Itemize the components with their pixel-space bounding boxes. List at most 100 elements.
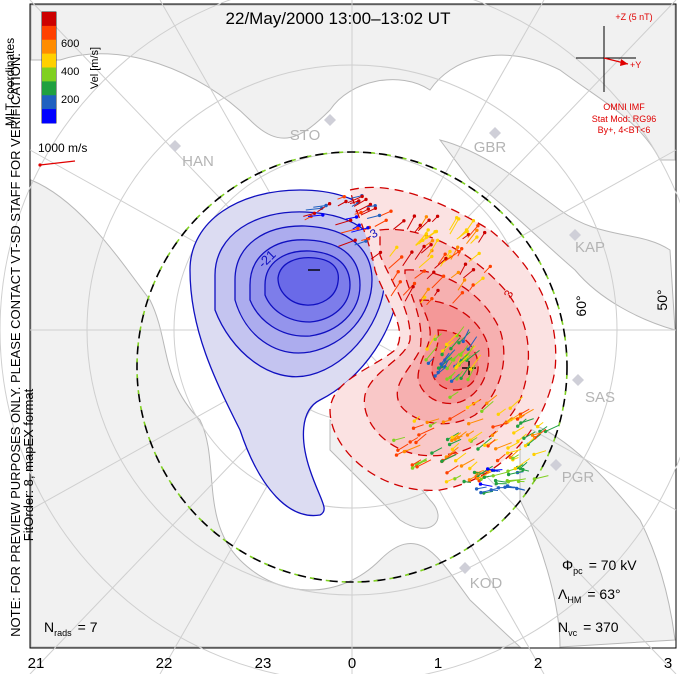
velocity-vector (414, 270, 425, 279)
mlt-axis: 21 22 23 0 1 2 3 (28, 655, 673, 672)
velocity-vector (455, 354, 463, 368)
velocity-vector-origin (475, 235, 479, 239)
velocity-vector-origin (457, 249, 461, 254)
velocity-vector-origin (496, 412, 500, 416)
velocity-vector-origin (476, 447, 480, 451)
velocity-vector (437, 357, 447, 373)
velocity-vector (520, 408, 534, 418)
colorbar-segment (42, 109, 56, 124)
velocity-vector (340, 228, 359, 234)
colorbar-tick-200: 200 (61, 94, 79, 106)
velocity-vector-origin (424, 235, 429, 239)
velocity-vector (507, 441, 520, 449)
velocity-vector-origin (535, 424, 540, 429)
velocity-vector (466, 350, 480, 361)
velocity-vector (446, 465, 459, 474)
velocity-vector (509, 396, 524, 409)
velocity-vector (461, 458, 475, 467)
velocity-vector-origin (450, 447, 455, 451)
velocity-vector (335, 219, 351, 226)
velocity-vector (492, 422, 509, 428)
velocity-vector (404, 444, 421, 453)
velocity-vector (351, 227, 369, 233)
velocity-vector-origin (441, 420, 446, 424)
velocity-vector (477, 470, 493, 479)
velocity-vector (393, 436, 406, 441)
velocity-vector-origin (491, 474, 495, 478)
velocity-vector-origin (449, 346, 453, 351)
velocity-vector-origin (392, 438, 396, 442)
station-marker-pgr (550, 459, 562, 471)
station-marker-kap (569, 229, 581, 241)
velocity-vector-origin (433, 374, 437, 378)
mlt-label-1: 1 (434, 655, 442, 672)
velocity-vector-origin (521, 467, 525, 472)
coordinate-system-label: MLT coordinates (3, 38, 17, 126)
velocity-vector-origin (444, 480, 449, 484)
velocity-vector (545, 424, 560, 432)
velocity-vector (513, 426, 525, 434)
velocity-vector (460, 345, 469, 356)
velocity-vector (366, 214, 380, 219)
velocity-vector-origin (468, 367, 473, 371)
velocity-vector (426, 334, 437, 350)
velocity-vector-origin (349, 218, 353, 222)
velocity-vector (467, 365, 476, 380)
velocity-vector-origin (394, 453, 399, 457)
velocity-vector-origin (353, 238, 357, 242)
velocity-vector-origin (459, 353, 463, 357)
velocity-vector-origin (479, 477, 483, 481)
velocity-vector-origin (532, 452, 536, 457)
velocity-vector-origin (430, 254, 434, 259)
velocity-vector (391, 271, 399, 282)
svg-text:Nvc= 370: Nvc = 370 (558, 619, 619, 638)
velocity-vector-origin (462, 479, 466, 484)
velocity-vector (478, 232, 486, 243)
velocity-vector (481, 401, 494, 412)
velocity-vector (412, 459, 427, 469)
velocity-vector-origin (364, 197, 368, 202)
velocity-vector-origin (512, 431, 516, 435)
velocity-vector-origin (425, 420, 429, 425)
velocity-vector-origin (448, 395, 452, 399)
velocity-vector (388, 256, 403, 269)
velocity-vector (458, 331, 471, 344)
velocity-vector-origin (508, 455, 512, 460)
reference-vector-label: 1000 m/s (38, 141, 87, 155)
velocity-vector-origin (479, 490, 483, 495)
velocity-vector-origin (488, 264, 492, 269)
velocity-vector-origin (454, 459, 458, 463)
imf-z-label: +Z (5 nT) (615, 12, 652, 22)
velocity-vector (338, 239, 356, 247)
velocity-vector-origin (411, 426, 416, 430)
stats-lambda-hm: ΛHM = 63° (558, 586, 621, 605)
velocity-vector-origin (455, 377, 459, 381)
colorbar-segment (42, 39, 56, 55)
station-marker-sas (572, 374, 584, 386)
velocity-vector (450, 337, 461, 349)
velocity-vector (440, 352, 450, 365)
velocity-vector (533, 450, 547, 455)
velocity-vector-origin (424, 232, 429, 236)
stats-n-vc: Nvc = 370 (558, 619, 619, 638)
station-marker-kod (459, 562, 471, 574)
velocity-vector (517, 418, 527, 427)
velocity-vector-origin (460, 247, 464, 251)
velocity-vector (431, 275, 444, 289)
colorbar-segment (42, 95, 56, 110)
imf-y-label: +Y (630, 60, 641, 70)
mlt-label-3: 3 (664, 655, 672, 672)
mlt-label-21: 21 (28, 655, 45, 672)
velocity-vector (425, 346, 438, 361)
velocity-vector-origin (415, 465, 419, 469)
velocity-vector-origin (445, 377, 449, 381)
velocity-vector (417, 219, 430, 232)
velocity-vector (441, 454, 457, 462)
velocity-vector-origin (483, 443, 487, 447)
velocity-vector (451, 351, 464, 361)
velocity-vector-origin (426, 361, 431, 365)
velocity-vector-origin (486, 467, 490, 471)
colorbar-tick-600: 600 (61, 38, 79, 50)
velocity-vector (534, 475, 549, 480)
